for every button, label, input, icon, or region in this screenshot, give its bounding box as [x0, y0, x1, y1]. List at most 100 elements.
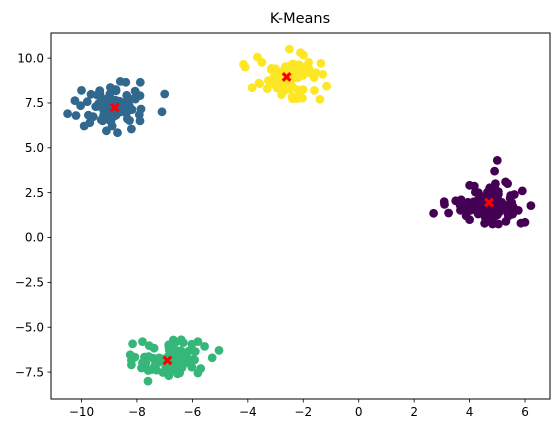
cluster-2-point-77 — [137, 363, 146, 373]
cluster-3-point-60 — [315, 94, 325, 104]
cluster-3-point-90 — [240, 62, 250, 72]
y-tick-label: −5.0 — [15, 320, 44, 334]
cluster-3-point-29 — [247, 83, 257, 93]
cluster-0-point-97 — [451, 196, 461, 206]
x-tick-label: −6 — [184, 405, 202, 419]
centroid-stroke — [162, 355, 173, 366]
cluster-1-point-17 — [113, 128, 122, 138]
cluster-2-point-95 — [176, 335, 186, 345]
centroid-stroke — [281, 72, 292, 82]
centroid-stroke — [109, 102, 120, 113]
centroid-marker-2 — [162, 355, 173, 366]
cluster-3-point-88 — [287, 81, 297, 91]
cluster-1-point-78 — [120, 107, 130, 117]
cluster-0-point-86 — [510, 190, 519, 199]
cluster-3-point-84 — [271, 78, 281, 88]
cluster-0-point-90 — [429, 208, 438, 218]
cluster-1-point-97 — [121, 77, 131, 87]
cluster-2-point-91 — [193, 337, 203, 346]
x-tick-label: 0 — [355, 405, 363, 419]
y-tick-label: 5.0 — [25, 141, 44, 155]
cluster-3-point-51 — [298, 93, 307, 103]
plot-area-frame — [50, 32, 551, 400]
cluster-2-point-74 — [165, 367, 175, 377]
cluster-0-point-89 — [526, 201, 536, 211]
cluster-3-point-59 — [322, 81, 331, 91]
cluster-0-point-88 — [474, 197, 484, 206]
cluster-1-point-35 — [84, 110, 93, 120]
cluster-2-point-86 — [207, 353, 217, 363]
cluster-1-point-88 — [104, 93, 114, 103]
cluster-1-point-79 — [123, 114, 132, 124]
x-axis-ticks: −10 −8 −6 −4 −2 0 2 4 6 — [69, 399, 529, 419]
cluster-3-point-95 — [262, 84, 272, 93]
cluster-1-point-67 — [122, 90, 132, 100]
cluster-1-point-57 — [76, 101, 85, 111]
cluster-3-point-94 — [310, 86, 319, 95]
cluster-3-point-96 — [296, 48, 305, 58]
x-tick-label: 4 — [466, 405, 474, 419]
cluster-2-point-88 — [171, 361, 180, 371]
cluster-2-point-94 — [196, 364, 206, 373]
y-tick-label: 10.0 — [17, 51, 44, 65]
x-tick-label: −2 — [294, 405, 312, 419]
cluster-1-point-90 — [63, 109, 72, 119]
cluster-2-point-58 — [190, 347, 200, 356]
cluster-3-point-86 — [264, 76, 273, 85]
cluster-3-point-97 — [254, 78, 264, 88]
cluster-1-point-75 — [99, 110, 108, 120]
cluster-1-point-89 — [106, 113, 116, 123]
cluster-1-point-34 — [70, 96, 80, 105]
cluster-1-point-98 — [85, 118, 95, 128]
y-tick-label: 0.0 — [25, 231, 44, 245]
cluster-2-point-72 — [149, 343, 159, 353]
cluster-2-point-87 — [179, 356, 188, 365]
cluster-0-point-68 — [439, 197, 449, 207]
cluster-3-point-65 — [257, 57, 267, 67]
cluster-0-point-80 — [484, 187, 494, 197]
cluster-0-point-19 — [444, 208, 453, 218]
cluster-0-point-87 — [513, 206, 523, 215]
cluster-0-point-91 — [492, 156, 502, 165]
cluster-2-point-63 — [128, 339, 138, 349]
cluster-1-point-85 — [134, 110, 144, 120]
y-tick-label: 7.5 — [25, 96, 44, 110]
cluster-1-point-81 — [135, 77, 145, 87]
cluster-0-point-84 — [496, 199, 506, 208]
cluster-0-point-94 — [516, 218, 526, 228]
cluster-3-point-91 — [285, 44, 294, 54]
cluster-1-point-92 — [126, 124, 136, 134]
cluster-2-point-92 — [138, 337, 147, 346]
cluster-3-point-68 — [304, 64, 314, 74]
cluster-2-point-75 — [144, 352, 154, 361]
cluster-3-point-89 — [309, 73, 319, 83]
cluster-0-point-98 — [490, 166, 499, 176]
cluster-2-point-85 — [188, 354, 198, 364]
chart-title: K-Means — [270, 11, 330, 27]
x-tick-label: −8 — [128, 405, 146, 419]
y-axis-ticks: −7.5 −5.0 −2.5 0.0 2.5 5.0 7.5 10.0 — [15, 51, 51, 379]
y-tick-label: 2.5 — [25, 186, 44, 200]
cluster-1-point-84 — [96, 99, 105, 109]
cluster-1-point-94 — [77, 86, 86, 95]
cluster-1-point-28 — [82, 97, 92, 107]
cluster-2-point-42 — [173, 369, 182, 379]
cluster-3-point-82 — [281, 62, 290, 71]
centroid-marker-3 — [281, 72, 292, 82]
cluster-2-point-50 — [148, 364, 158, 374]
cluster-1-point-70 — [95, 86, 105, 95]
cluster-0-point-96 — [465, 215, 474, 225]
cluster-2-point-52 — [214, 346, 224, 355]
x-tick-label: 2 — [410, 405, 418, 419]
cluster-2-point-68 — [164, 343, 174, 352]
cluster-2-point-78 — [171, 355, 181, 364]
cluster-0-point-71 — [487, 216, 497, 226]
x-tick-label: −10 — [69, 405, 94, 419]
cluster-3-point-93 — [287, 92, 297, 102]
cluster-1-point-80 — [157, 107, 167, 117]
cluster-1-point-66 — [135, 91, 145, 100]
cluster-0-point-99 — [501, 177, 510, 187]
cluster-3-point-83 — [271, 68, 280, 78]
